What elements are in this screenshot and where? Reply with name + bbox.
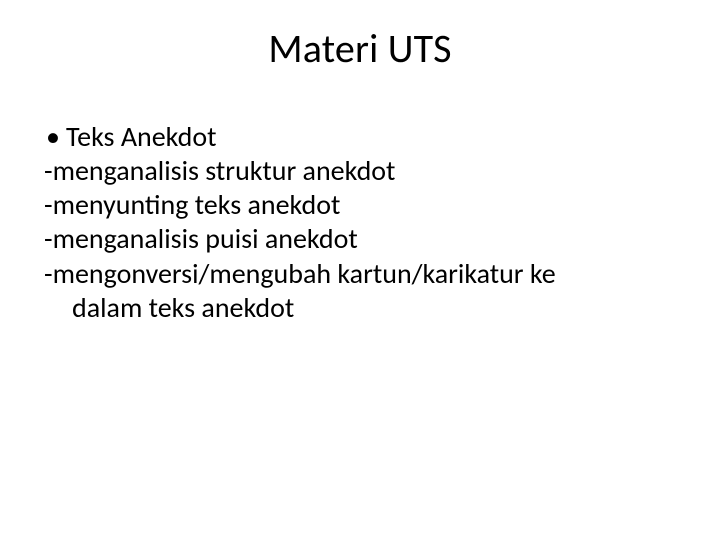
slide: Materi UTS • Teks Anekdot -menganalisis …: [0, 0, 720, 540]
body-line: -menyunting teks anekdot: [44, 188, 676, 222]
slide-title: Materi UTS: [0, 24, 720, 73]
bullet-text: Teks Anekdot: [66, 120, 676, 154]
bullet-item: • Teks Anekdot: [44, 120, 676, 154]
body-line: -menganalisis puisi anekdot: [44, 222, 676, 256]
body-line: -menganalisis struktur anekdot: [44, 154, 676, 188]
slide-body: • Teks Anekdot -menganalisis struktur an…: [44, 120, 676, 325]
bullet-marker-icon: •: [44, 120, 66, 154]
body-line: -mengonversi/mengubah kartun/karikatur k…: [44, 257, 676, 291]
body-line-continuation: dalam teks anekdot: [44, 291, 676, 325]
